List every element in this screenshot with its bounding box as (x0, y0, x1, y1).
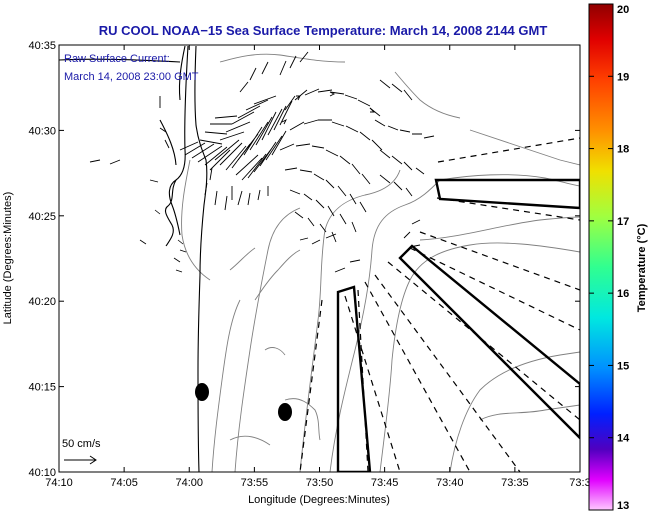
x-tick-label: 74:10 (45, 477, 73, 489)
x-tick-label: 73:50 (306, 477, 334, 489)
inland-waterways (139, 179, 187, 273)
y-tick-label: 40:30 (28, 125, 56, 137)
bathymetry-contours (181, 53, 580, 472)
colorbar-tick-label: 15 (617, 360, 629, 372)
x-axis: 74:10 74:05 74:00 73:55 73:50 73:45 73:40 73:35… (45, 45, 591, 489)
y-tick-label: 40:35 (28, 40, 56, 52)
x-tick-label: 73:40 (436, 477, 464, 489)
surface-current-vectors (89, 51, 435, 273)
colorbar-tick-label: 18 (617, 144, 629, 156)
colorbar-tick-label: 19 (617, 71, 629, 83)
colorbar-tick-label: 17 (617, 216, 629, 228)
radar-beam-lines (299, 137, 580, 472)
y-axis-label: Latitude (Degrees:Minutes) (2, 192, 14, 325)
figure-title: RU COOL NOAA−15 Sea Surface Temperature:… (99, 23, 548, 38)
map-area (59, 45, 580, 472)
y-tick-label: 40:25 (28, 211, 56, 223)
station-marker-1 (195, 383, 209, 401)
colorbar-tick-label: 20 (617, 4, 629, 16)
x-tick-label: 73:45 (371, 477, 399, 489)
radar-beam-wedges (336, 178, 580, 472)
colorbar (588, 3, 614, 511)
colorbar-ticks: 20 19 18 17 16 15 14 13 (589, 3, 630, 512)
y-axis: 40:35 40:30 40:25 40:20 40:15 40:10 (28, 40, 580, 479)
annotation-line1: Raw Surface Current: (64, 53, 170, 65)
colorbar-label: Temperature (°C) (636, 223, 648, 312)
y-tick-label: 40:10 (28, 467, 56, 479)
station-marker-2 (278, 403, 292, 421)
colorbar-tick-label: 16 (617, 288, 629, 300)
x-tick-label: 74:00 (175, 477, 203, 489)
colorbar-tick-label: 13 (617, 500, 629, 512)
x-tick-label: 73:55 (241, 477, 269, 489)
y-tick-label: 40:20 (28, 296, 56, 308)
y-tick-label: 40:15 (28, 382, 56, 394)
x-tick-label: 74:05 (110, 477, 138, 489)
coastline (59, 45, 208, 472)
plot-border (58, 44, 581, 473)
x-tick-label: 73:35 (501, 477, 529, 489)
annotation-line2: March 14, 2008 23:00 GMT (64, 71, 199, 83)
scale-label: 50 cm/s (62, 438, 101, 450)
scale-arrow (64, 455, 97, 465)
x-tick-label: 73:3 (569, 477, 590, 489)
x-axis-label: Longitude (Degrees:Minutes) (248, 494, 390, 506)
vector-arrowheads (281, 91, 376, 125)
colorbar-tick-label: 14 (617, 433, 630, 445)
